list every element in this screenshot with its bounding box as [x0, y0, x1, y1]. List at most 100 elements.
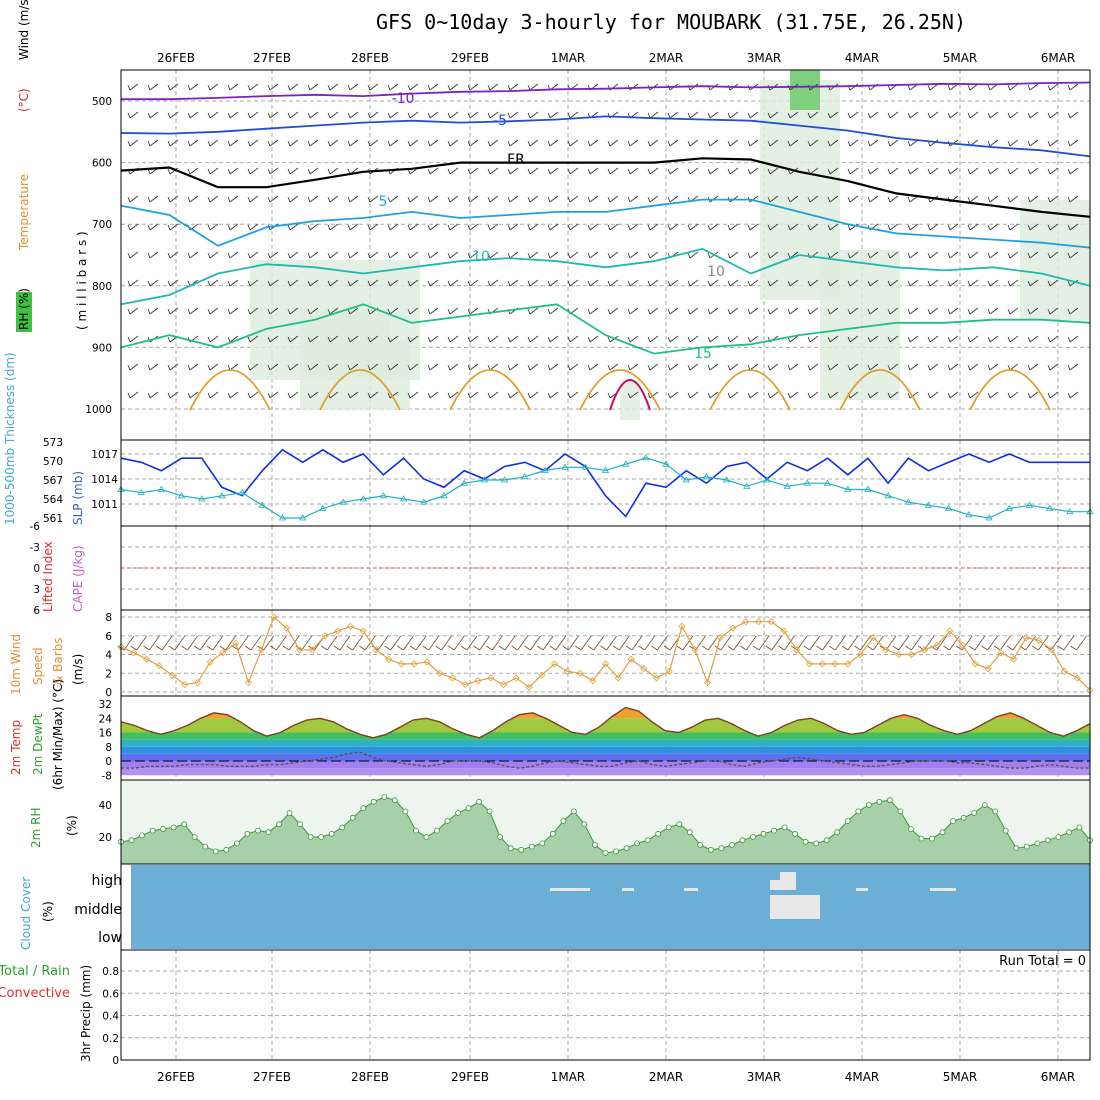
thickness-marker — [702, 473, 711, 480]
thickness-marker — [763, 476, 771, 483]
wind-barb — [747, 139, 759, 147]
wind-speed-marker — [780, 627, 788, 635]
thickness-marker — [440, 492, 448, 499]
wind-barb — [1027, 223, 1039, 231]
wind-barb — [427, 335, 439, 343]
wind-barb — [987, 279, 999, 287]
surface-wind-barb — [917, 635, 935, 651]
warm-temperature-contour — [449, 369, 531, 411]
wind-barb — [207, 251, 219, 259]
wind-barb — [727, 391, 739, 399]
wind-barb — [787, 279, 799, 287]
wind-barb — [627, 251, 639, 259]
wind-barb — [1047, 83, 1059, 91]
wind-barb — [667, 363, 679, 371]
wind-ylabel-part: (m/s) — [71, 654, 85, 685]
wind-barb — [587, 363, 599, 371]
wind-barb — [427, 83, 439, 91]
wind-barb — [287, 391, 299, 399]
wind-barb — [187, 111, 199, 119]
rh-marker — [676, 821, 683, 828]
wind-barb — [1027, 279, 1039, 287]
wind-barb — [907, 335, 919, 343]
thickness-marker — [258, 501, 267, 508]
wind-barb — [187, 363, 199, 371]
rh-marker — [865, 802, 872, 808]
wind-barb — [927, 335, 939, 343]
wind-barb — [827, 223, 839, 231]
wind-speed-marker — [321, 632, 329, 640]
contour-label: 10 — [472, 249, 490, 265]
wind-barb — [1027, 83, 1039, 91]
thickness-marker — [924, 501, 933, 508]
wind-barb — [767, 223, 779, 231]
wind-barb — [527, 111, 539, 119]
wind-barb — [847, 307, 859, 315]
wind-barb — [367, 363, 379, 371]
wind-barb — [267, 335, 279, 343]
rh-marker — [739, 837, 746, 844]
surface-wind-barb — [943, 635, 960, 651]
thickness-marker — [521, 473, 529, 480]
surface-wind-barb — [346, 635, 363, 651]
cloud-cover-label: Cloud Cover — [19, 877, 33, 950]
wind-barb — [527, 307, 539, 315]
wind-speed-marker — [678, 622, 686, 630]
wind-barb — [247, 363, 259, 371]
wind-barb — [307, 391, 319, 399]
wind-barb — [627, 195, 639, 203]
thickness-marker — [1066, 507, 1074, 515]
warm-temperature-contour — [609, 379, 651, 411]
wind-barb — [227, 111, 239, 119]
temperature-contour-line — [120, 303, 1091, 355]
wind-speed-marker — [423, 658, 431, 666]
wind-barb — [587, 335, 599, 343]
wind-speed-marker — [1022, 634, 1030, 642]
rh-marker — [339, 824, 346, 831]
rh-marker — [549, 830, 556, 837]
wind-barb — [1047, 195, 1059, 203]
wind-barb — [647, 195, 659, 203]
wind-barb — [347, 335, 359, 343]
wind-barb — [167, 251, 179, 259]
wind-speed-marker — [130, 649, 138, 657]
wind-barb — [227, 251, 239, 259]
wind-speed-marker — [525, 683, 533, 691]
wind-barb — [687, 251, 699, 259]
wind-barb — [227, 139, 239, 147]
pressure-axis-label: ( m i l l i b a r s ) — [75, 231, 89, 330]
rh-marker — [1013, 845, 1020, 852]
surface-wind-barb — [740, 635, 757, 651]
surface-wind-barb — [486, 635, 503, 651]
wind-barb — [847, 139, 859, 147]
wind-barb — [527, 195, 539, 203]
wind-barb — [127, 83, 139, 91]
wind-barb — [447, 251, 459, 259]
wind-barb — [967, 391, 979, 399]
wind-barb — [627, 223, 639, 231]
wind-barb — [827, 391, 839, 399]
wind-barb — [747, 335, 759, 343]
wind-speed-marker — [971, 660, 979, 668]
wind-speed-marker — [155, 662, 163, 670]
thickness-ylabel: 1000-500mb Thickness (dm) — [3, 352, 17, 525]
surface-wind-barb — [524, 635, 541, 651]
wind-barb — [487, 167, 499, 175]
wind-barb — [127, 195, 139, 203]
wind-barb — [287, 279, 299, 287]
wind-barb — [887, 251, 899, 259]
date-label-bottom: 6MAR — [1041, 1070, 1076, 1084]
wind-barb — [427, 111, 439, 119]
surface-wind-barb — [384, 635, 402, 651]
surface-wind-barb — [447, 635, 465, 651]
wind-barb — [547, 223, 559, 231]
wind-barb — [307, 223, 319, 231]
temp-tick-label: 0 — [105, 756, 112, 768]
wind-speed-marker — [716, 634, 724, 642]
wind-barb — [987, 223, 999, 231]
wind-barb — [707, 223, 719, 231]
thickness-marker — [1045, 504, 1054, 511]
wind-barb — [1047, 111, 1059, 119]
temperature-ylabel-part: (6hr Min/Max) (°C) — [51, 679, 65, 790]
rh-marker — [497, 834, 504, 840]
